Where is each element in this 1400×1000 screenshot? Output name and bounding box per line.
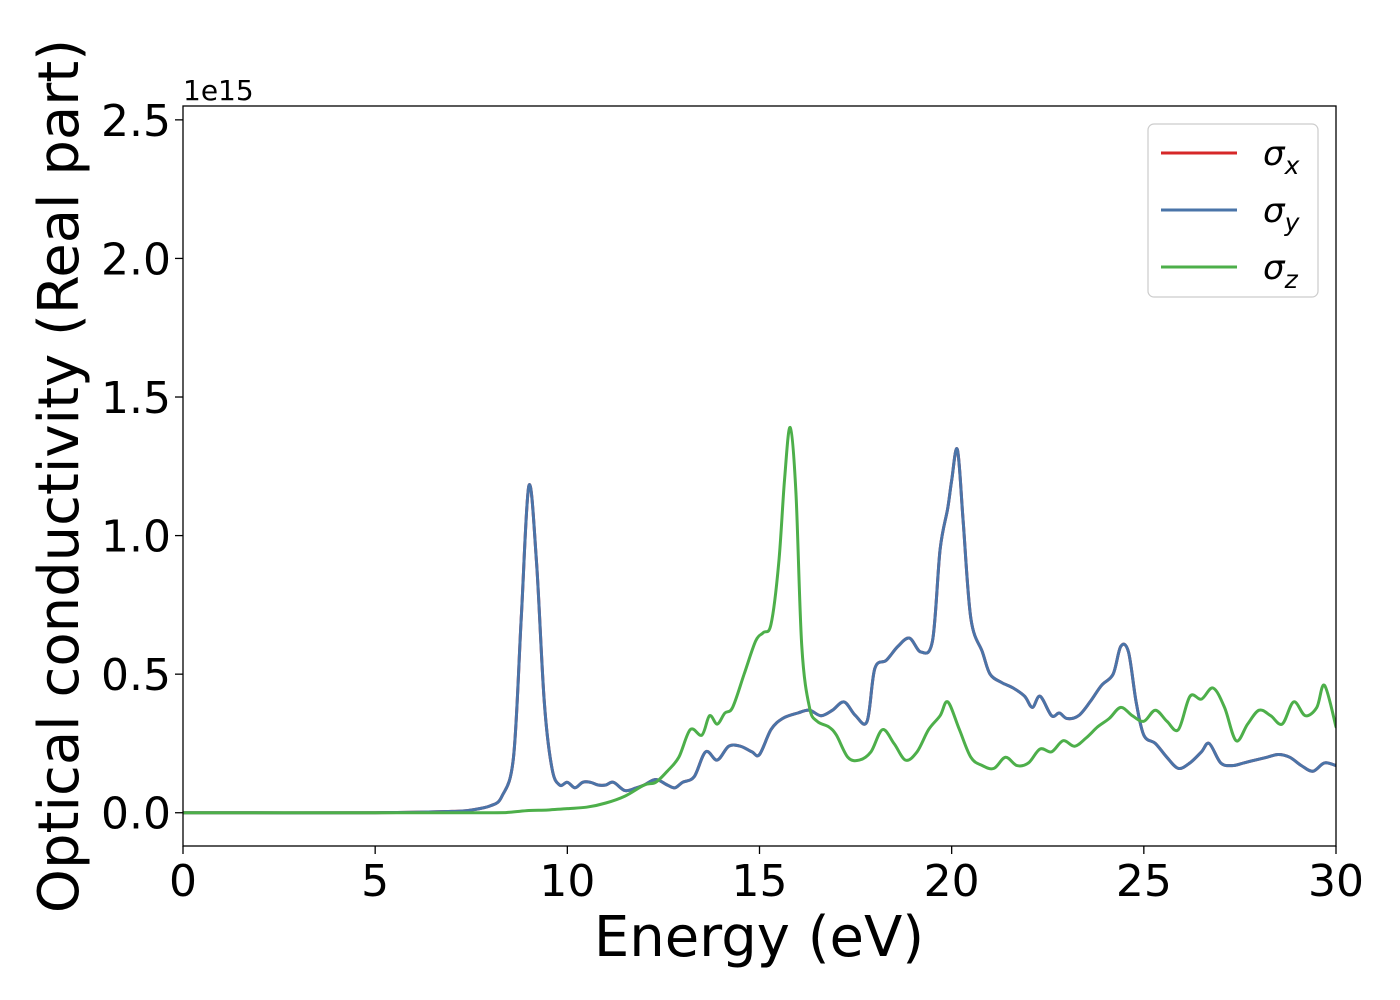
x-tick-label: 0	[169, 856, 197, 907]
x-tick-label: 10	[539, 856, 595, 907]
y-tick-label: 2.0	[101, 234, 171, 285]
series-line-z	[183, 425, 1336, 815]
y-tick-label: 2.5	[101, 96, 171, 147]
y-tick-label: 1.5	[101, 373, 171, 424]
x-tick-label: 25	[1116, 856, 1172, 907]
y-tick-label: 1.0	[101, 512, 171, 563]
x-tick-label: 30	[1308, 856, 1364, 907]
y-offset-label: 1e15	[183, 74, 254, 107]
y-axis-title: Optical conductivity (Real part)	[27, 39, 92, 913]
x-axis: 0 5 10 15 20 25 30	[169, 846, 1364, 907]
x-tick-label: 5	[361, 856, 389, 907]
series-layer	[183, 425, 1336, 815]
series-line-y	[183, 447, 1336, 815]
x-tick-label: 20	[924, 856, 980, 907]
y-tick-label: 0.5	[101, 650, 171, 701]
x-axis-title: Energy (eV)	[594, 905, 924, 970]
x-tick-label: 15	[732, 856, 788, 907]
y-tick-label: 0.0	[101, 789, 171, 840]
y-axis: 0.0 0.5 1.0 1.5 2.0 2.5	[101, 96, 183, 840]
